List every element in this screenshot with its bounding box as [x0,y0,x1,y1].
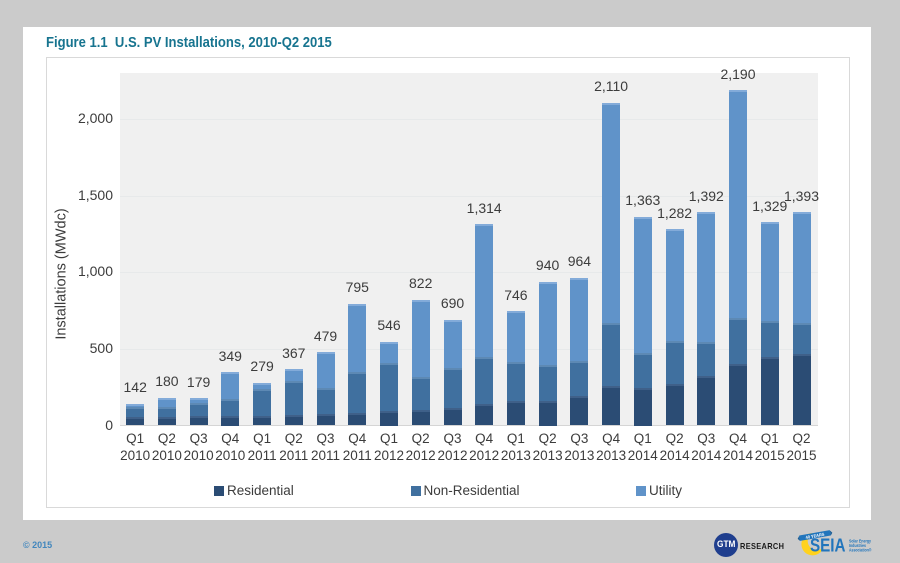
svg-text:SEIA: SEIA [810,535,846,556]
svg-text:Industries: Industries [849,543,866,548]
svg-text:40 YEARS: 40 YEARS [805,532,825,540]
svg-text:Solar Energy: Solar Energy [849,539,871,544]
svg-text:Association®: Association® [849,548,872,553]
